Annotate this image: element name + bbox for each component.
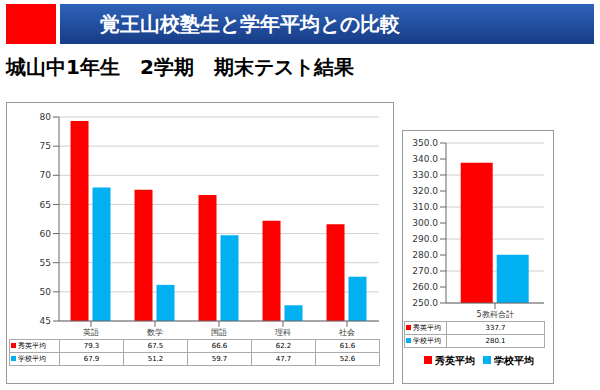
html-text:67.5: 67.5: [147, 342, 164, 350]
html-text:66.6: 66.6: [211, 342, 228, 350]
html-text:52.6: 52.6: [339, 355, 356, 363]
html-text:秀英平均: 秀英平均: [434, 355, 475, 366]
svg-text:80: 80: [40, 112, 52, 122]
html-text:城山中1年生 2学期 期末テスト結果: 城山中1年生 2学期 期末テスト結果: [6, 55, 354, 79]
html-text:67.9: 67.9: [83, 355, 100, 363]
svg-text:310.0: 310.0: [412, 202, 438, 212]
html-text:学校平均: 学校平均: [413, 337, 441, 345]
svg-text:280.0: 280.0: [412, 250, 438, 260]
svg-text:数学: 数学: [147, 328, 163, 337]
svg-text:260.0: 260.0: [412, 282, 438, 292]
svg-text:65: 65: [40, 200, 51, 210]
svg-text:70: 70: [40, 170, 52, 180]
html-text:51.2: 51.2: [147, 355, 164, 363]
html-text:秀英平均: 秀英平均: [413, 324, 441, 332]
svg-text:270.0: 270.0: [412, 266, 438, 276]
svg-text:60: 60: [40, 229, 52, 239]
html-text:280.1: 280.1: [485, 337, 506, 345]
svg-text:290.0: 290.0: [412, 234, 438, 244]
svg-text:300.0: 300.0: [412, 218, 438, 228]
svg-text:国語: 国語: [211, 328, 227, 337]
svg-text:45: 45: [40, 316, 51, 326]
html-text:学校平均: 学校平均: [493, 355, 534, 366]
svg-text:330.0: 330.0: [412, 170, 438, 180]
svg-text:50: 50: [40, 287, 52, 297]
svg-text:5教科合計: 5教科合計: [476, 310, 513, 319]
svg-text:340.0: 340.0: [412, 154, 438, 164]
svg-text:55: 55: [40, 258, 51, 268]
html-text:62.2: 62.2: [275, 342, 292, 350]
html-text:覚王山校塾生と学年平均との比較: 覚王山校塾生と学年平均との比較: [100, 12, 400, 36]
html-text:59.7: 59.7: [211, 355, 228, 363]
svg-text:350.0: 350.0: [412, 138, 438, 148]
html-text:47.7: 47.7: [275, 355, 292, 363]
html-text:79.3: 79.3: [83, 342, 100, 350]
html-text:学校平均: 学校平均: [18, 355, 46, 363]
html-text:337.7: 337.7: [485, 324, 506, 332]
html-text:秀英平均: 秀英平均: [18, 342, 46, 350]
html-text:61.6: 61.6: [339, 342, 356, 350]
svg-text:理科: 理科: [275, 328, 291, 337]
svg-text:英語: 英語: [83, 328, 99, 337]
svg-text:75: 75: [40, 141, 51, 151]
svg-text:250.0: 250.0: [412, 298, 438, 308]
svg-text:社会: 社会: [339, 328, 355, 337]
svg-text:320.0: 320.0: [412, 186, 438, 196]
